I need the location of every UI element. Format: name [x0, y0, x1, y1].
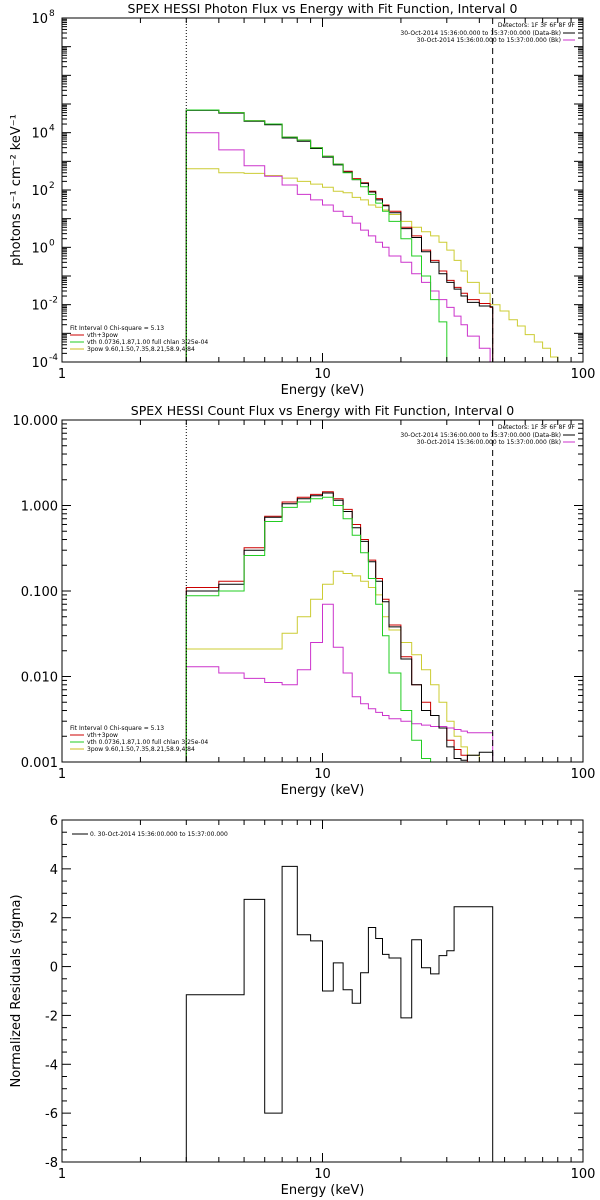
series-group [185, 865, 494, 1162]
panel-3: 1 10 100 Energy (keV) -8 -6 -4 -2 0 2 4 6 Normalized… [9, 814, 595, 1198]
series-group [185, 491, 494, 762]
y-tick-label: 0.100 [21, 585, 58, 600]
plot-frame [61, 17, 584, 363]
y-tick-label: 10 [31, 12, 48, 27]
y-tick-label: 10 [31, 241, 48, 256]
legend-bottom-left: Fit Interval 0 Chi-square = 5.13vth+3pow… [70, 325, 208, 353]
y-tick-label: 10 [31, 184, 48, 199]
legend-entry: 0. 30-Oct-2014 15:36:00.000 to 15:37:00.… [90, 831, 228, 838]
y-tick-exponent: 8 [49, 9, 55, 19]
chart-title: SPEX HESSI Count Flux vs Energy with Fit… [131, 403, 514, 418]
legend-entry: 30-Oct-2014 15:36:00.000 to 15:37:00.000… [417, 439, 561, 446]
y-tick-label: 4 [50, 863, 58, 878]
legend-top-left: 0. 30-Oct-2014 15:36:00.000 to 15:37:00.… [72, 831, 228, 838]
series-line-4 [185, 109, 494, 362]
series-line-1 [185, 168, 559, 362]
y-tick-label: 0.010 [21, 671, 58, 686]
x-axis-label: Energy (keV) [281, 1183, 365, 1198]
y-tick-exponent: 2 [49, 181, 55, 191]
y-tick-label: 10 [31, 299, 48, 314]
y-tick-label: 2 [50, 912, 58, 927]
x-axis: 1 10 100 Energy (keV) [58, 18, 596, 398]
y-tick-label: 6 [50, 814, 58, 829]
x-tick-label: 10 [314, 367, 331, 382]
x-tick-label: 1 [58, 1167, 66, 1182]
x-tick-label: 100 [571, 367, 596, 382]
y-tick-label: 1.000 [21, 500, 58, 515]
y-axis-label: Normalized Residuals (sigma) [9, 894, 24, 1087]
series-line-1 [185, 865, 494, 1162]
y-axis-label: photons s⁻¹ cm⁻² keV⁻¹ [9, 114, 24, 266]
y-tick-label: -4 [45, 1058, 58, 1073]
y-tick-exponent: 0 [49, 238, 55, 248]
legend-entry: vth+3pow [87, 332, 118, 339]
y-tick-label: -6 [45, 1107, 58, 1122]
legend-entry: vth+3pow [87, 732, 118, 739]
y-tick-label: -8 [45, 1156, 58, 1171]
legend-header: Detectors: 1F 3F 6F 8F 9F [498, 424, 576, 431]
x-axis-label: Energy (keV) [281, 783, 365, 798]
legend-entry: 30-Oct-2014 15:36:00.000 to 15:37:00.000… [417, 37, 561, 44]
x-axis-label: Energy (keV) [281, 383, 365, 398]
y-tick-exponent: 4 [49, 124, 55, 134]
legend-entry: 30-Oct-2014 15:36:00.000 to 15:37:00.000… [400, 30, 561, 37]
panel-1: SPEX HESSI Photon Flux vs Energy with Fi… [9, 1, 595, 398]
y-tick-label: 10 [31, 127, 48, 142]
y-tick-label: 10.000 [13, 414, 59, 429]
legend-header: Detectors: 1F 3F 6F 8F 9F [498, 22, 576, 29]
x-tick-label: 100 [571, 767, 596, 782]
y-axis: 0.001 0.010 0.100 1.000 10.000 [13, 414, 583, 771]
y-tick-exponent: -2 [49, 296, 58, 306]
legend-entry: vth 0.0736,1.87,1.00 full chlan 3.25e-04 [87, 739, 208, 746]
chart-title: SPEX HESSI Photon Flux vs Energy with Fi… [128, 1, 518, 16]
series-group [185, 109, 559, 362]
y-tick-exponent: -4 [49, 353, 58, 363]
legend-header: Fit Interval 0 Chi-square = 5.13 [70, 725, 164, 732]
legend-bottom-left: Fit Interval 0 Chi-square = 5.13vth+3pow… [70, 725, 208, 753]
series-line-1 [185, 570, 480, 762]
x-tick-label: 10 [314, 1167, 331, 1182]
y-axis: -8 -6 -4 -2 0 2 4 6 Normalized Residuals (sigma) [9, 814, 583, 1171]
series-line-5 [185, 109, 448, 362]
legend-entry: 30-Oct-2014 15:36:00.000 to 15:37:00.000… [400, 432, 561, 439]
y-tick-label: -2 [45, 1009, 58, 1024]
legend-entry: 3pow 9.60,1.50,7.35,8.21,58.9,4.84 [87, 746, 195, 753]
x-axis: 1 10 100 Energy (keV) [58, 420, 596, 798]
series-line-2 [185, 132, 493, 362]
legend-entry: 3pow 9.60,1.50,7.35,8.21,58.9,4.84 [87, 346, 195, 353]
y-tick-label: 10 [31, 356, 48, 371]
legend-entry: vth 0.0736,1.87,1.00 full chlan 3.25e-04 [87, 339, 208, 346]
x-tick-label: 100 [571, 1167, 596, 1182]
panel-2: SPEX HESSI Count Flux vs Energy with Fit… [13, 403, 596, 798]
y-tick-label: 0 [50, 961, 58, 976]
series-line-5 [185, 496, 432, 762]
x-axis: 1 10 100 Energy (keV) [58, 820, 596, 1198]
legend-header: Fit Interval 0 Chi-square = 5.13 [70, 325, 164, 332]
x-tick-label: 1 [58, 767, 66, 782]
x-tick-label: 1 [58, 367, 66, 382]
y-tick-label: 0.001 [21, 756, 58, 771]
x-tick-label: 10 [314, 767, 331, 782]
series-line-2 [185, 603, 494, 762]
